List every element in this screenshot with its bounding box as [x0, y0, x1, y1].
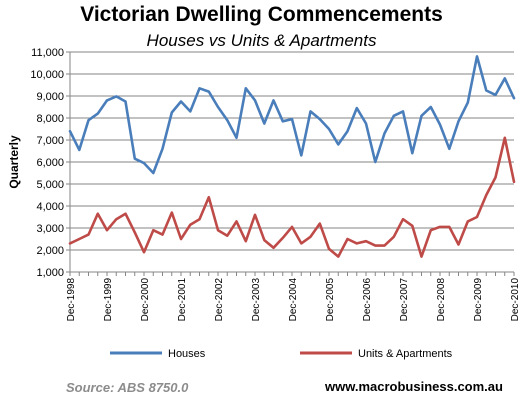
y-tick-label: 9,000: [36, 91, 64, 103]
series-line-units-apartments: [68, 136, 516, 258]
y-tick-label: 7,000: [36, 135, 64, 147]
legend-label: Units & Apartments: [358, 348, 453, 360]
x-tick-label: Dec-2006: [362, 278, 373, 322]
x-tick-label: Dec-1999: [103, 278, 114, 322]
legend-label: Houses: [168, 348, 206, 360]
y-tick-label: 10,000: [30, 69, 64, 81]
x-tick-label: Dec-2003: [251, 278, 262, 322]
y-tick-label: 3,000: [36, 223, 64, 235]
x-tick-label: Dec-2001: [177, 278, 188, 322]
x-tick-label: Dec-2005: [325, 278, 336, 322]
y-axis-label: Quarterly: [7, 135, 21, 189]
y-tick-label: 8,000: [36, 113, 64, 125]
y-tick-label: 4,000: [36, 201, 64, 213]
x-tick-label: Dec-1998: [66, 278, 77, 322]
chart-title: Victorian Dwelling Commencements: [80, 3, 443, 26]
x-tick-label: Dec-2008: [436, 278, 447, 322]
y-tick-label: 2,000: [36, 245, 64, 257]
y-tick-label: 5,000: [36, 179, 64, 191]
source-note: Source: ABS 8750.0: [66, 380, 189, 395]
y-tick-label: 1,000: [36, 267, 64, 279]
x-tick-label: Dec-2009: [473, 278, 484, 322]
x-tick-label: Dec-2007: [399, 278, 410, 322]
website-credit: www.macrobusiness.com.au: [325, 379, 503, 394]
series-line-houses: [68, 55, 516, 175]
x-tick-label: Dec-2010: [510, 278, 521, 322]
y-tick-label: 11,000: [31, 47, 64, 59]
x-tick-label: Dec-2002: [214, 278, 225, 322]
y-tick-label: 6,000: [36, 157, 64, 169]
x-tick-label: Dec-2000: [140, 278, 151, 322]
x-tick-label: Dec-2004: [288, 278, 299, 322]
chart-subtitle: Houses vs Units & Apartments: [146, 31, 377, 50]
